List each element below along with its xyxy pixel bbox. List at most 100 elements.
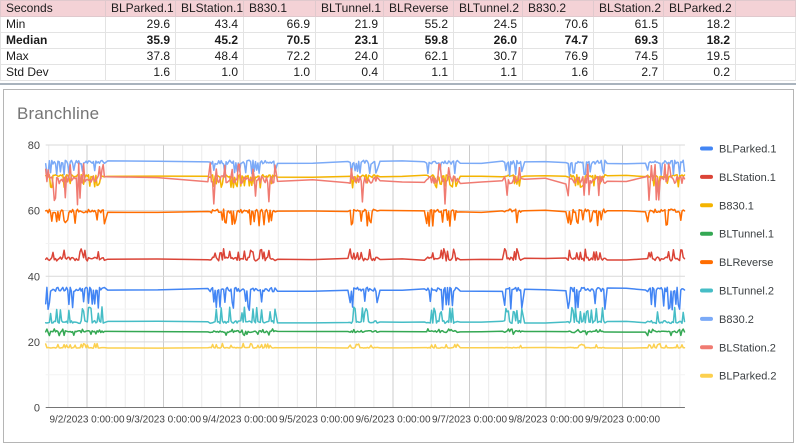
y-tick-label: 40 <box>28 271 40 283</box>
stat-cell[interactable]: 1.6 <box>522 64 594 81</box>
stat-cell[interactable]: 37.8 <box>105 48 176 65</box>
column-header-empty[interactable] <box>735 0 796 17</box>
legend-swatch <box>700 288 713 293</box>
stat-cell[interactable]: 74.5 <box>593 48 664 65</box>
stat-cell[interactable]: 66.9 <box>243 16 316 33</box>
column-header[interactable]: B830.2 <box>522 0 594 17</box>
legend-swatch <box>700 174 713 179</box>
stat-cell[interactable]: 69.3 <box>593 32 664 49</box>
empty-cell[interactable] <box>735 32 796 49</box>
row-label[interactable]: Min <box>0 16 106 33</box>
stat-cell[interactable]: 59.8 <box>383 32 454 49</box>
x-tick-label: 9/6/2023 0:00:00 <box>355 415 431 426</box>
stat-cell[interactable]: 30.7 <box>453 48 523 65</box>
row-label[interactable]: Max <box>0 48 106 65</box>
column-header[interactable]: BLParked.1 <box>105 0 176 17</box>
stat-cell[interactable]: 76.9 <box>522 48 594 65</box>
legend-swatch <box>700 231 713 236</box>
chart-title: Branchline <box>17 104 100 123</box>
table-row: Max 37.8 48.4 72.2 24.0 62.1 30.7 76.9 74.5 19.5 <box>0 48 796 65</box>
legend-label: BLTunnel.2 <box>719 286 774 298</box>
series-line-BLReverse <box>44 208 686 227</box>
column-header[interactable]: BLStation.2 <box>593 0 664 17</box>
x-tick-label: 9/4/2023 0:00:00 <box>202 415 278 426</box>
column-header[interactable]: BLParked.2 <box>663 0 736 17</box>
stat-cell[interactable]: 0.2 <box>663 64 736 81</box>
x-tick-label: 9/8/2023 0:00:00 <box>508 415 584 426</box>
column-header[interactable]: BLStation.1 <box>175 0 244 17</box>
stat-cell[interactable]: 26.0 <box>453 32 523 49</box>
chart-canvas[interactable]: 0 20 40 60 80 9/2/2023 0:00:00 9/3/2023 0:00:0… <box>4 90 793 442</box>
stat-cell[interactable]: 55.2 <box>383 16 454 33</box>
stat-cell[interactable]: 29.6 <box>105 16 176 33</box>
x-tick-label: 9/7/2023 0:00:00 <box>432 415 508 426</box>
series-line-B830.2 <box>44 159 686 177</box>
stat-cell[interactable]: 43.4 <box>175 16 244 33</box>
stat-cell[interactable]: 45.2 <box>175 32 244 49</box>
stat-cell[interactable]: 2.7 <box>593 64 664 81</box>
stat-cell[interactable]: 19.5 <box>663 48 736 65</box>
stat-cell[interactable]: 74.7 <box>522 32 594 49</box>
column-header[interactable]: Seconds <box>0 0 106 17</box>
legend-label: BLReverse <box>719 257 773 269</box>
x-tick-label: 9/5/2023 0:00:00 <box>279 415 355 426</box>
stat-cell[interactable]: 61.5 <box>593 16 664 33</box>
column-header[interactable]: BLReverse <box>383 0 454 17</box>
column-header[interactable]: BLTunnel.1 <box>315 0 384 17</box>
stat-cell[interactable]: 0.4 <box>315 64 384 81</box>
empty-cell[interactable] <box>735 64 796 81</box>
column-header[interactable]: BLTunnel.2 <box>453 0 523 17</box>
empty-cell[interactable] <box>735 16 796 33</box>
chart-panel[interactable]: Branchline 0 20 40 60 80 9/2/2023 0:00:00 9/3/… <box>3 89 794 443</box>
x-tick-label: 9/9/2023 0:00:00 <box>585 415 661 426</box>
frozen-row-divider <box>0 83 796 85</box>
stat-cell[interactable]: 18.2 <box>663 32 736 49</box>
stat-cell[interactable]: 1.0 <box>243 64 316 81</box>
stat-cell[interactable]: 1.1 <box>453 64 523 81</box>
stat-cell[interactable]: 21.9 <box>315 16 384 33</box>
stat-cell[interactable]: 70.5 <box>243 32 316 49</box>
series-line-BLParked.2 <box>44 342 686 349</box>
stat-cell[interactable]: 72.2 <box>243 48 316 65</box>
row-label[interactable]: Std Dev <box>0 64 106 81</box>
series-line-BLParked.1 <box>44 286 686 312</box>
stats-table: Seconds BLParked.1 BLStation.1 B830.1 BLTunn… <box>0 0 796 81</box>
header-row: Seconds BLParked.1 BLStation.1 B830.1 BLTunn… <box>0 0 796 17</box>
row-label[interactable]: Median <box>0 32 106 49</box>
stat-cell[interactable]: 1.0 <box>175 64 244 81</box>
stat-cell[interactable]: 35.9 <box>105 32 176 49</box>
table-row: Std Dev 1.6 1.0 1.0 0.4 1.1 1.1 1.6 2.7 0.2 <box>0 64 796 81</box>
legend-label: BLTunnel.1 <box>719 229 774 241</box>
stat-cell[interactable]: 1.1 <box>383 64 454 81</box>
stat-cell[interactable]: 70.6 <box>522 16 594 33</box>
legend-swatch <box>700 345 713 350</box>
legend-swatch <box>700 260 713 265</box>
y-tick-label: 60 <box>28 206 40 218</box>
legend-swatch <box>700 373 713 378</box>
legend-swatch <box>700 316 713 321</box>
x-tick-label: 9/3/2023 0:00:00 <box>126 415 202 426</box>
series-line-BLTunnel.1 <box>44 328 686 337</box>
stat-cell[interactable]: 18.2 <box>663 16 736 33</box>
x-tick-label: 9/2/2023 0:00:00 <box>49 415 125 426</box>
legend-swatch <box>700 146 713 151</box>
column-header[interactable]: B830.1 <box>243 0 316 17</box>
legend-label: B830.1 <box>719 200 754 212</box>
stat-cell[interactable]: 24.0 <box>315 48 384 65</box>
y-tick-label: 0 <box>34 403 40 415</box>
legend-label: BLStation.1 <box>719 172 776 184</box>
legend-label: BLStation.2 <box>719 342 776 354</box>
series-line-BLStation.1 <box>44 247 686 262</box>
table-row: Min 29.6 43.4 66.9 21.9 55.2 24.5 70.6 61.5 18.2 <box>0 16 796 33</box>
series-line-BLStation.2 <box>44 162 686 206</box>
stat-cell[interactable]: 1.6 <box>105 64 176 81</box>
stat-cell[interactable]: 62.1 <box>383 48 454 65</box>
stat-cell[interactable]: 48.4 <box>175 48 244 65</box>
legend-label: B830.2 <box>719 314 754 326</box>
stat-cell[interactable]: 23.1 <box>315 32 384 49</box>
table-row: Median 35.9 45.2 70.5 23.1 59.8 26.0 74.7 69.3 18… <box>0 32 796 49</box>
legend-label: BLParked.1 <box>719 144 776 156</box>
legend-label: BLParked.2 <box>719 371 776 383</box>
empty-cell[interactable] <box>735 48 796 65</box>
stat-cell[interactable]: 24.5 <box>453 16 523 33</box>
